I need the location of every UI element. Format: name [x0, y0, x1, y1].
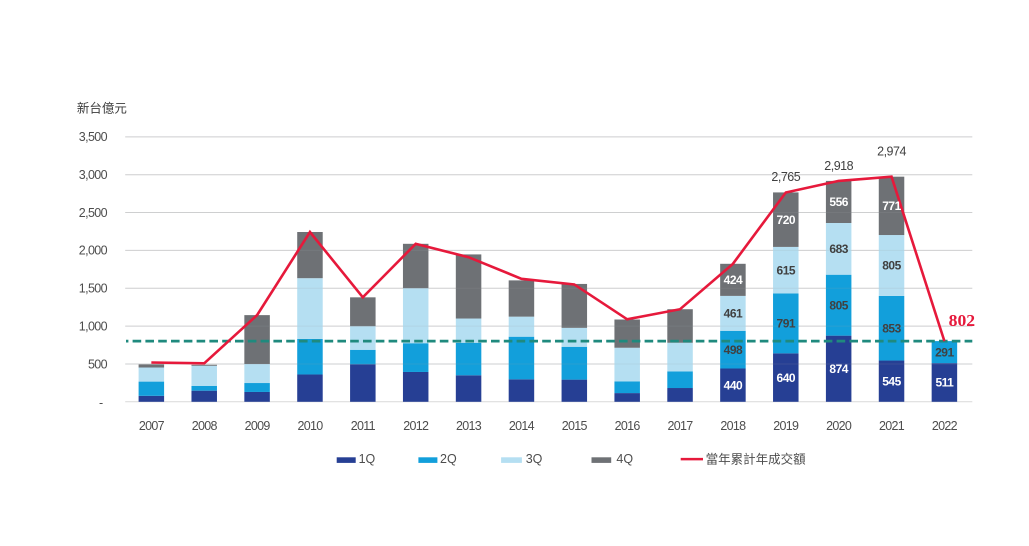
svg-text:2008: 2008	[192, 419, 218, 433]
svg-text:3,500: 3,500	[79, 130, 108, 144]
svg-text:2014: 2014	[509, 419, 535, 433]
svg-text:2021: 2021	[879, 419, 905, 433]
svg-text:683: 683	[829, 242, 848, 256]
svg-text:291: 291	[935, 345, 954, 359]
svg-text:511: 511	[935, 376, 954, 390]
svg-text:2,765: 2,765	[771, 170, 800, 184]
svg-text:853: 853	[882, 321, 901, 335]
svg-text:440: 440	[724, 378, 743, 392]
svg-text:2011: 2011	[351, 419, 376, 433]
svg-text:461: 461	[724, 307, 743, 321]
svg-text:1,500: 1,500	[79, 282, 108, 296]
svg-text:2015: 2015	[562, 419, 588, 433]
svg-text:2,974: 2,974	[877, 145, 906, 159]
svg-text:498: 498	[724, 343, 743, 357]
svg-text:4Q: 4Q	[616, 452, 633, 466]
svg-text:640: 640	[777, 371, 796, 385]
svg-text:-: -	[99, 396, 103, 410]
svg-text:2016: 2016	[615, 419, 641, 433]
svg-text:3,000: 3,000	[79, 168, 108, 182]
svg-text:771: 771	[882, 199, 901, 213]
svg-text:500: 500	[88, 357, 108, 371]
svg-text:720: 720	[777, 213, 796, 227]
svg-text:874: 874	[829, 362, 848, 376]
svg-text:615: 615	[777, 263, 796, 277]
svg-text:2020: 2020	[826, 419, 852, 433]
svg-text:1,000: 1,000	[79, 319, 108, 333]
svg-text:791: 791	[777, 317, 796, 331]
svg-text:2022: 2022	[932, 419, 958, 433]
svg-text:1Q: 1Q	[359, 452, 376, 466]
svg-text:2018: 2018	[720, 419, 746, 433]
svg-text:2009: 2009	[245, 419, 271, 433]
svg-text:2,500: 2,500	[79, 206, 108, 220]
svg-text:2019: 2019	[773, 419, 799, 433]
svg-text:802: 802	[949, 311, 976, 330]
svg-text:2Q: 2Q	[440, 452, 457, 466]
svg-text:424: 424	[724, 273, 743, 287]
svg-text:2010: 2010	[297, 419, 323, 433]
svg-text:2013: 2013	[456, 419, 482, 433]
svg-text:805: 805	[882, 259, 901, 273]
svg-text:556: 556	[829, 195, 848, 209]
svg-text:2012: 2012	[403, 419, 429, 433]
svg-text:545: 545	[882, 374, 901, 388]
svg-text:當年累計年成交額: 當年累計年成交額	[706, 451, 807, 466]
svg-text:2017: 2017	[668, 419, 694, 433]
svg-text:新台億元: 新台億元	[77, 101, 127, 116]
svg-text:2,000: 2,000	[79, 244, 108, 258]
svg-text:2007: 2007	[139, 419, 165, 433]
svg-text:805: 805	[829, 298, 848, 312]
svg-text:2,918: 2,918	[824, 159, 853, 173]
svg-text:3Q: 3Q	[526, 452, 543, 466]
